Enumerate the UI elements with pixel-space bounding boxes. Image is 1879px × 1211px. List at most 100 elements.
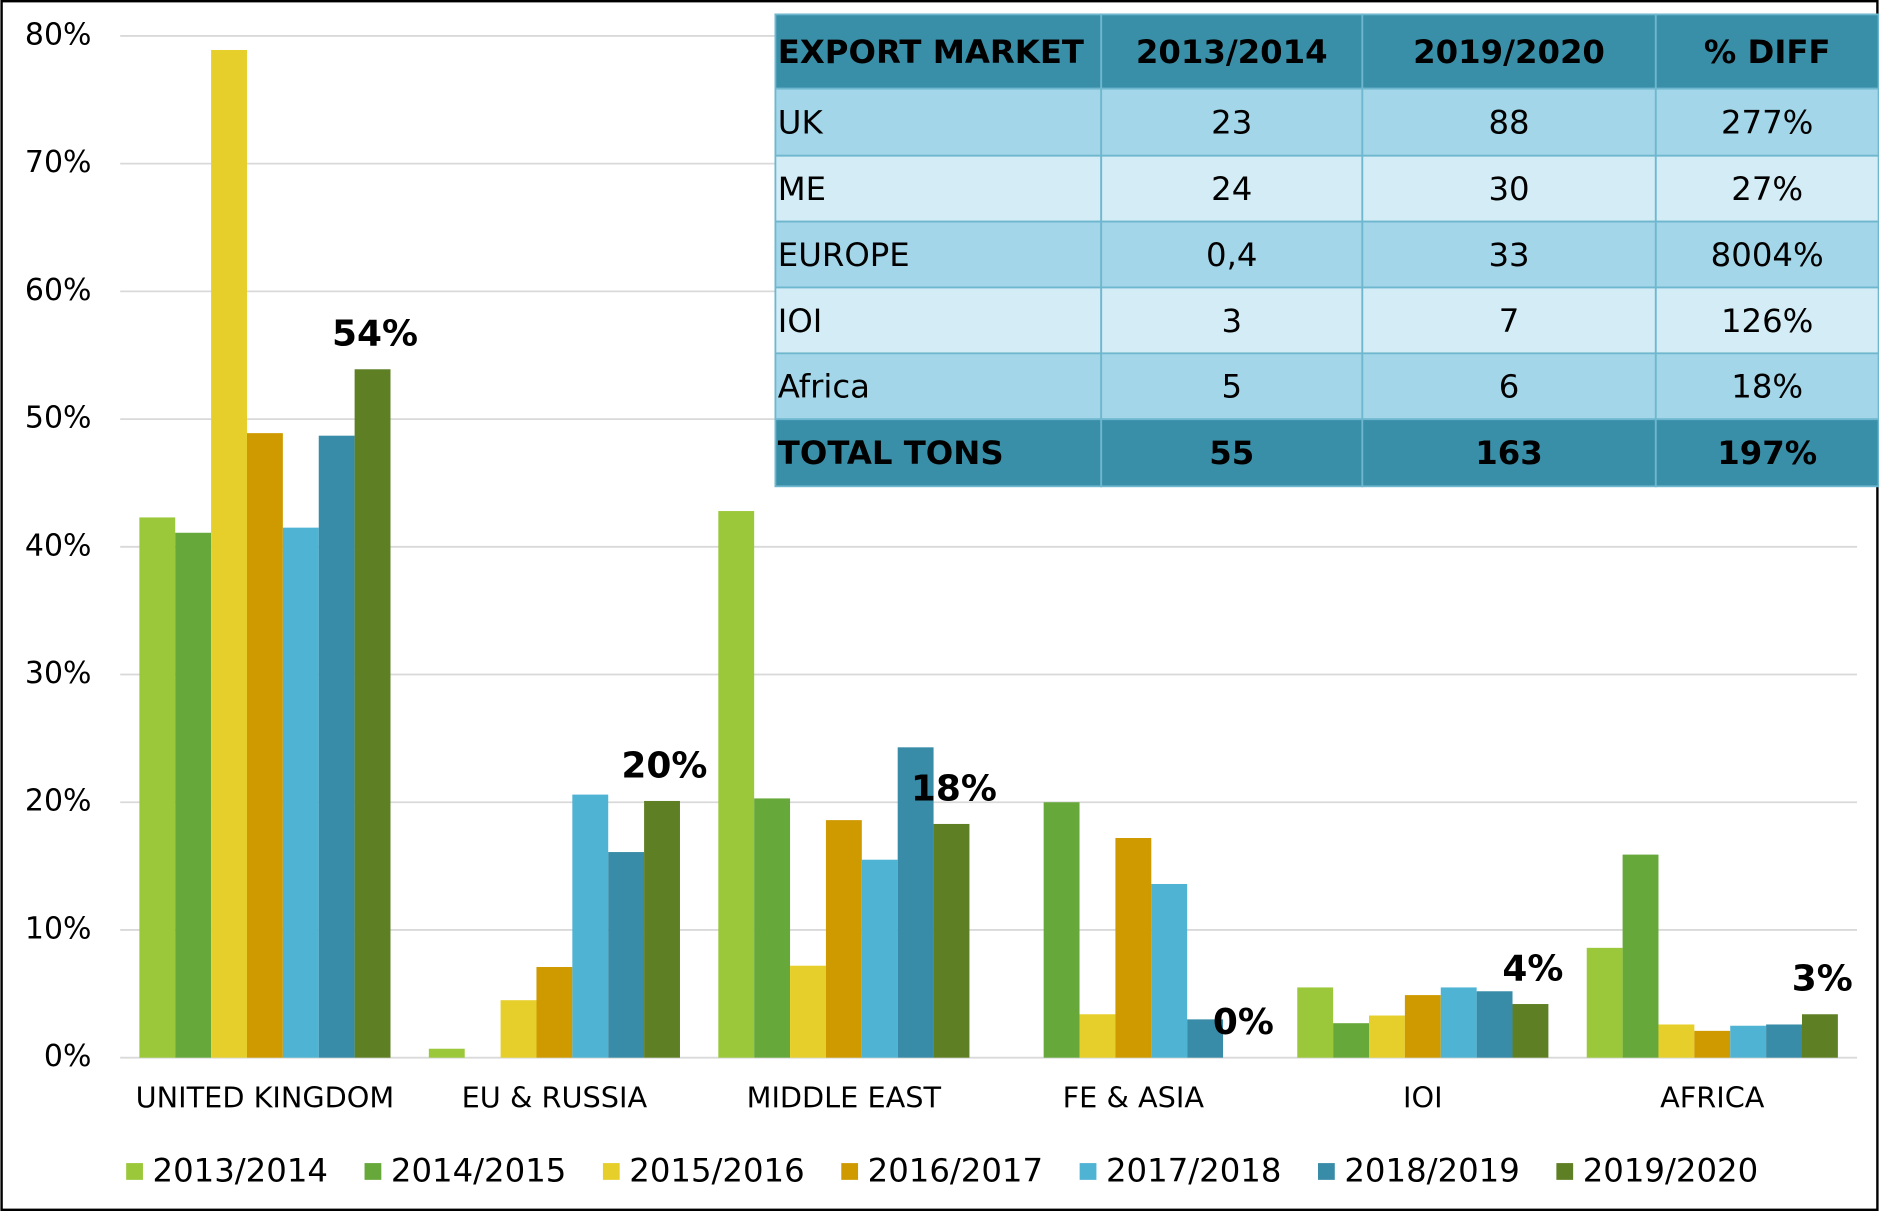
bar <box>1801 1014 1838 1058</box>
table-cell <box>774 352 1103 421</box>
bar <box>572 794 609 1058</box>
table-cell-text: 6 <box>1499 368 1520 406</box>
table-cell-text: 8004% <box>1711 236 1824 274</box>
data-label: 0% <box>1213 1002 1274 1043</box>
table-cell-text: IOI <box>778 302 823 340</box>
table-cell-text: 24 <box>1211 170 1252 208</box>
table-cell <box>1654 352 1879 421</box>
legend-label: 2013/2014 <box>153 1152 328 1190</box>
table-cell-text: 7 <box>1499 302 1520 340</box>
table-cell <box>1654 87 1879 157</box>
legend-swatch <box>602 1163 620 1180</box>
bar <box>1297 987 1334 1058</box>
bar <box>282 527 319 1058</box>
table-cell <box>774 286 1103 355</box>
legend-label: 2017/2018 <box>1106 1152 1281 1190</box>
bar <box>861 859 898 1058</box>
bar <box>354 369 391 1058</box>
legend-label: 2016/2017 <box>868 1152 1043 1190</box>
x-tick-label: MIDDLE EAST <box>747 1081 942 1115</box>
table-cell <box>774 154 1103 223</box>
y-tick-label: 0% <box>44 1039 92 1074</box>
x-tick-label: UNITED KINGDOM <box>136 1081 395 1115</box>
table-cell-text: 88 <box>1488 104 1529 142</box>
bar <box>790 965 826 1058</box>
bar <box>1730 1025 1767 1058</box>
bar <box>1187 1019 1224 1058</box>
table-cell-text: 55 <box>1209 434 1254 472</box>
table-cell <box>774 87 1103 157</box>
y-tick-label: 10% <box>25 911 92 946</box>
x-tick-label: IOI <box>1403 1081 1443 1115</box>
y-tick-label: 70% <box>25 145 92 180</box>
table-header: EXPORT MARKET <box>778 33 1084 71</box>
bar <box>428 1048 465 1058</box>
table-cell <box>1100 13 1364 90</box>
table-cell-text: 5 <box>1221 368 1242 406</box>
bar <box>1658 1024 1695 1058</box>
legend-label: 2018/2019 <box>1344 1152 1519 1190</box>
y-tick-label: 20% <box>25 784 92 819</box>
table-header: 2019/2020 <box>1413 33 1605 71</box>
table-cell <box>1361 286 1657 355</box>
y-tick-label: 60% <box>25 273 92 308</box>
bar <box>1476 991 1513 1058</box>
table-cell-text: 33 <box>1488 236 1529 274</box>
bar <box>246 433 283 1058</box>
table-cell <box>1361 220 1657 289</box>
bar <box>211 49 247 1058</box>
bar <box>536 966 573 1058</box>
table-cell-text: 197% <box>1717 434 1817 472</box>
data-label: 54% <box>332 314 418 355</box>
bar <box>1043 802 1080 1058</box>
legend-swatch <box>364 1163 382 1180</box>
bar <box>318 435 355 1058</box>
bar <box>1694 1030 1731 1058</box>
table-cell <box>1654 286 1879 355</box>
legend-swatch <box>1079 1163 1097 1180</box>
table-cell-text: 18% <box>1731 368 1803 406</box>
table-cell-text: 27% <box>1731 170 1803 208</box>
table-header: 2013/2014 <box>1136 33 1328 71</box>
bar <box>718 511 755 1058</box>
x-tick-label: FE & ASIA <box>1063 1081 1205 1115</box>
bar <box>175 532 212 1058</box>
table-cell <box>774 220 1103 289</box>
table-cell-text: 0,4 <box>1206 236 1257 274</box>
legend-label: 2014/2015 <box>391 1152 566 1190</box>
bar <box>1622 854 1659 1058</box>
table-cell-text: 163 <box>1475 434 1542 472</box>
legend-swatch <box>126 1163 143 1180</box>
data-label: 3% <box>1792 959 1853 1000</box>
table-cell <box>1100 286 1364 355</box>
table-cell <box>1361 154 1657 223</box>
bar <box>500 1000 537 1058</box>
legend-swatch <box>841 1163 859 1180</box>
bar <box>754 798 791 1058</box>
data-label: 20% <box>621 745 707 786</box>
legend-label: 2019/2020 <box>1583 1152 1758 1190</box>
data-label: 4% <box>1502 948 1563 989</box>
table-cell <box>774 418 1103 488</box>
bar <box>1586 947 1623 1058</box>
legend-swatch <box>1556 1163 1574 1180</box>
bar <box>139 517 176 1058</box>
y-tick-label: 50% <box>25 401 92 436</box>
legend-label: 2015/2016 <box>629 1152 804 1190</box>
table-cell-text: 126% <box>1721 302 1813 340</box>
table-cell <box>1100 352 1364 421</box>
table-cell-text: ME <box>778 170 826 208</box>
table-cell <box>1654 418 1879 488</box>
bar <box>1151 883 1188 1058</box>
bar <box>897 747 934 1058</box>
y-tick-label: 80% <box>25 17 92 52</box>
table-cell <box>1361 13 1657 90</box>
table-cell <box>1361 87 1657 157</box>
bar <box>825 820 862 1058</box>
x-tick-label: EU & RUSSIA <box>462 1081 648 1115</box>
table-cell-text: UK <box>778 104 824 142</box>
x-tick-label: AFRICA <box>1660 1081 1765 1115</box>
bar <box>1440 987 1477 1058</box>
